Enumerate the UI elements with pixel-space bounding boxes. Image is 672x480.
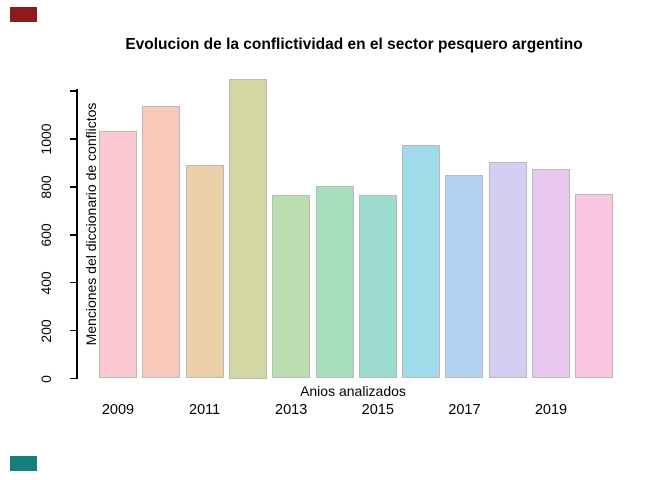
x-axis-title: Anios analizados [300, 383, 406, 399]
x-tick-label-2009: 2009 [101, 402, 135, 418]
y-tick-label: 800 [38, 175, 54, 199]
x-tick-label-2013: 2013 [275, 402, 308, 418]
y-tick-mark [69, 90, 77, 92]
chart-title: Evolucion de la conflictividad en el sec… [125, 36, 583, 53]
bar-2017 [445, 175, 484, 379]
corner-marker-top-left [10, 7, 37, 22]
x-tick-label-2011: 2011 [189, 402, 221, 418]
bar-2016 [402, 145, 441, 379]
bar-2013 [272, 195, 311, 379]
y-tick-mark [69, 234, 77, 236]
bar-2019 [532, 169, 570, 379]
bar-2011 [185, 165, 224, 379]
y-tick-label: 0 [38, 374, 54, 383]
y-tick-label: 200 [38, 318, 54, 343]
y-axis-line [76, 89, 78, 379]
y-tick-mark [69, 377, 77, 380]
y-tick-mark [69, 186, 77, 188]
y-tick-mark [69, 138, 77, 140]
corner-marker-bottom-left [10, 456, 37, 471]
y-axis-title: Menciones del diccionario de conflictos [83, 102, 99, 346]
bar-2014 [315, 185, 354, 379]
x-tick-label-2019: 2019 [534, 402, 568, 418]
y-tick-mark [69, 281, 77, 284]
bar-2012 [228, 79, 267, 379]
x-tick-label-2017: 2017 [448, 402, 481, 418]
bar-2010 [142, 105, 181, 379]
bar-2020 [575, 194, 614, 379]
bar-2009 [99, 130, 137, 379]
y-tick-label: 600 [38, 223, 54, 247]
bar-2018 [488, 161, 527, 379]
y-tick-label: 400 [38, 271, 54, 295]
bar-2015 [358, 194, 397, 379]
y-tick-label: 1000 [38, 123, 54, 155]
x-tick-label-2015: 2015 [361, 402, 394, 418]
y-tick-mark [69, 329, 77, 332]
